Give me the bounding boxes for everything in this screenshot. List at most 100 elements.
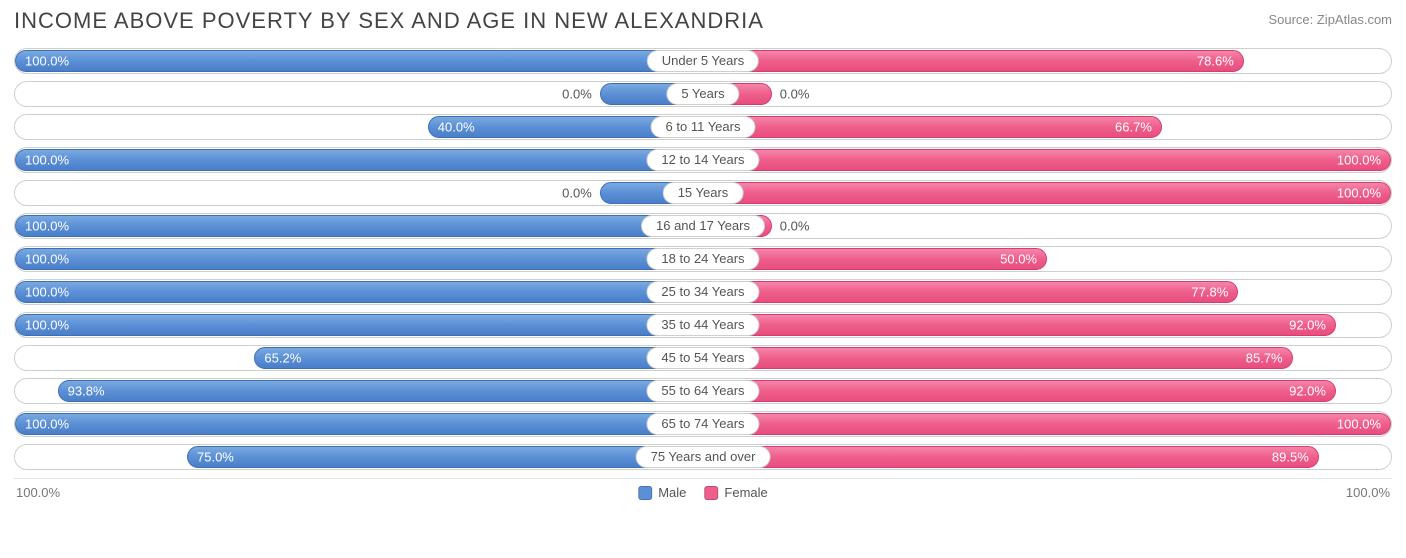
- bar-row: 100.0% 0.0% 16 and 17 Years: [14, 213, 1392, 239]
- legend-label: Female: [724, 485, 767, 500]
- female-value-label: 0.0%: [780, 219, 810, 234]
- chart-title: INCOME ABOVE POVERTY BY SEX AND AGE IN N…: [14, 8, 764, 34]
- female-bar: [703, 347, 1293, 369]
- bar-row: 100.0% 78.6% Under 5 Years: [14, 48, 1392, 74]
- male-value-label: 0.0%: [562, 186, 592, 201]
- male-half: 100.0%: [15, 412, 703, 436]
- male-bar: [15, 50, 703, 72]
- male-half: 100.0%: [15, 148, 703, 172]
- female-value-label: 100.0%: [1337, 186, 1381, 201]
- category-label: 16 and 17 Years: [641, 215, 765, 237]
- axis-label-right: 100.0%: [1346, 485, 1390, 500]
- bar-row: 0.0% 100.0% 15 Years: [14, 180, 1392, 206]
- axis-label-left: 100.0%: [16, 485, 60, 500]
- male-half: 93.8%: [15, 379, 703, 403]
- category-label: 5 Years: [666, 83, 739, 105]
- male-bar: [254, 347, 703, 369]
- female-half: 78.6%: [703, 49, 1391, 73]
- legend: Male Female: [638, 485, 768, 500]
- bar-row: 40.0%66.7%6 to 11 Years: [14, 114, 1392, 140]
- male-half: 100.0%: [15, 49, 703, 73]
- female-half: 77.8%: [703, 280, 1391, 304]
- bar-row: 65.2% 85.7% 45 to 54 Years: [14, 345, 1392, 371]
- female-value-label: 92.0%: [1289, 384, 1326, 399]
- female-bar: [703, 446, 1319, 468]
- bar-row: 100.0% 50.0% 18 to 24 Years: [14, 246, 1392, 272]
- female-half: 89.5%: [703, 445, 1391, 469]
- male-bar: [15, 149, 703, 171]
- male-bar: [187, 446, 703, 468]
- male-half: 40.0%: [15, 115, 703, 139]
- bar-row: 100.0% 92.0% 35 to 44 Years: [14, 312, 1392, 338]
- legend-item: Male: [638, 485, 686, 500]
- male-half: 100.0%: [15, 313, 703, 337]
- female-value-label: 50.0%: [1000, 252, 1037, 267]
- female-bar: [703, 50, 1244, 72]
- female-half: 85.7%: [703, 346, 1391, 370]
- male-value-label: 100.0%: [25, 252, 69, 267]
- bar-row: 100.0% 77.8% 25 to 34 Years: [14, 279, 1392, 305]
- category-label: Under 5 Years: [647, 50, 759, 72]
- male-half: 0.0%: [15, 82, 703, 106]
- male-bar: [15, 413, 703, 435]
- female-half: 100.0%: [703, 148, 1391, 172]
- female-value-label: 100.0%: [1337, 153, 1381, 168]
- male-value-label: 75.0%: [197, 450, 234, 465]
- header-row: INCOME ABOVE POVERTY BY SEX AND AGE IN N…: [14, 8, 1392, 34]
- female-value-label: 92.0%: [1289, 318, 1326, 333]
- female-value-label: 77.8%: [1191, 285, 1228, 300]
- male-value-label: 100.0%: [25, 54, 69, 69]
- chart-container: INCOME ABOVE POVERTY BY SEX AND AGE IN N…: [0, 0, 1406, 558]
- female-half: 100.0%: [703, 181, 1391, 205]
- female-value-label: 66.7%: [1115, 120, 1152, 135]
- category-label: 12 to 14 Years: [646, 149, 759, 171]
- female-bar: [703, 116, 1162, 138]
- source-attribution: Source: ZipAtlas.com: [1268, 12, 1392, 27]
- male-half: 100.0%: [15, 214, 703, 238]
- category-label: 35 to 44 Years: [646, 314, 759, 336]
- category-label: 75 Years and over: [636, 446, 771, 468]
- chart-footer: 100.0% 100.0% Male Female: [14, 478, 1392, 502]
- male-half: 65.2%: [15, 346, 703, 370]
- female-value-label: 89.5%: [1272, 450, 1309, 465]
- male-bar: [15, 281, 703, 303]
- male-value-label: 93.8%: [68, 384, 105, 399]
- female-value-label: 78.6%: [1197, 54, 1234, 69]
- male-half: 100.0%: [15, 247, 703, 271]
- category-label: 15 Years: [663, 182, 744, 204]
- female-bar: [703, 380, 1336, 402]
- male-value-label: 100.0%: [25, 318, 69, 333]
- female-half: 92.0%: [703, 379, 1391, 403]
- legend-item: Female: [704, 485, 767, 500]
- female-bar: [703, 314, 1336, 336]
- female-bar: [703, 149, 1391, 171]
- male-value-label: 100.0%: [25, 417, 69, 432]
- female-bar: [703, 182, 1391, 204]
- legend-swatch: [704, 486, 718, 500]
- category-label: 25 to 34 Years: [646, 281, 759, 303]
- bar-row: 100.0% 100.0% 12 to 14 Years: [14, 147, 1392, 173]
- bar-row: 93.8% 92.0% 55 to 64 Years: [14, 378, 1392, 404]
- male-half: 0.0%: [15, 181, 703, 205]
- male-value-label: 65.2%: [264, 351, 301, 366]
- female-half: 100.0%: [703, 412, 1391, 436]
- female-bar: [703, 413, 1391, 435]
- male-value-label: 100.0%: [25, 285, 69, 300]
- legend-label: Male: [658, 485, 686, 500]
- male-value-label: 0.0%: [562, 87, 592, 102]
- bar-row: 100.0%100.0%65 to 74 Years: [14, 411, 1392, 437]
- category-label: 18 to 24 Years: [646, 248, 759, 270]
- female-half: 0.0%: [703, 214, 1391, 238]
- female-bar: [703, 281, 1238, 303]
- category-label: 55 to 64 Years: [646, 380, 759, 402]
- male-bar: [58, 380, 703, 402]
- male-half: 75.0%: [15, 445, 703, 469]
- bar-rows: 100.0% 78.6% Under 5 Years 0.0% 0.0% 5 Years 4…: [14, 48, 1392, 470]
- legend-swatch: [638, 486, 652, 500]
- category-label: 45 to 54 Years: [646, 347, 759, 369]
- male-value-label: 100.0%: [25, 153, 69, 168]
- bar-row: 0.0%0.0%5 Years: [14, 81, 1392, 107]
- female-half: 66.7%: [703, 115, 1391, 139]
- female-value-label: 85.7%: [1246, 351, 1283, 366]
- male-value-label: 100.0%: [25, 219, 69, 234]
